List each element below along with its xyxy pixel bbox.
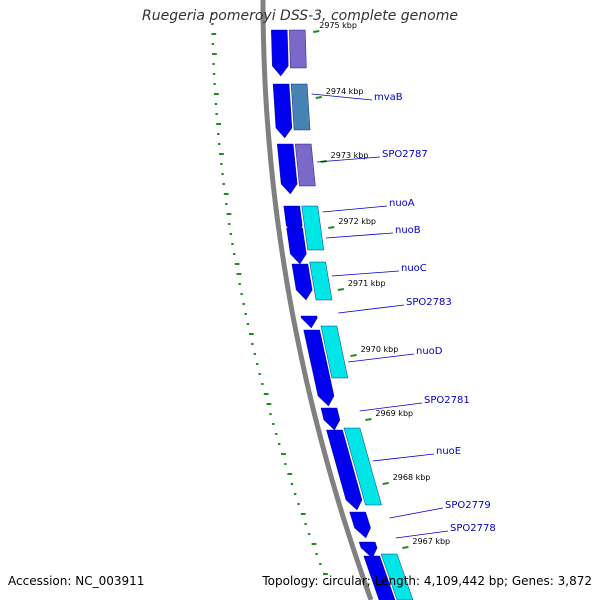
gene-leader-line xyxy=(325,232,394,239)
tick-label: 2967 kbp xyxy=(412,537,450,546)
tick-mark xyxy=(382,482,389,485)
genome-summary: Topology: circular; Length: 4,109,442 bp… xyxy=(262,574,592,588)
gene-label-track: mvaB SPO2787 nuoA nuoB nuoC SPO2783 nuoD SPO278… xyxy=(311,92,496,539)
gene-arrow xyxy=(326,429,363,511)
gene-leader-line xyxy=(372,453,435,462)
feature-block xyxy=(290,83,311,131)
gene-leader-line xyxy=(359,402,423,412)
feature-block xyxy=(309,261,333,301)
gene-label: nuoC xyxy=(401,263,427,274)
gene-label: nuoB xyxy=(395,225,421,236)
feature-block xyxy=(320,325,349,379)
gene-leader-line xyxy=(338,304,405,314)
tick-label: 2969 kbp xyxy=(375,409,413,418)
gene-label: SPO2787 xyxy=(382,149,428,160)
tick-label: 2975 kbp xyxy=(319,21,357,30)
gene-arrow xyxy=(349,511,371,539)
gene-arrow xyxy=(286,227,307,265)
tick-mark xyxy=(350,354,357,357)
feature-block xyxy=(343,427,382,506)
tick-mark xyxy=(402,546,409,549)
feature-block xyxy=(289,29,307,69)
gene-leader-line xyxy=(331,270,400,277)
tick-label: 2973 kbp xyxy=(331,151,369,160)
gene-label: SPO2781 xyxy=(424,395,470,406)
feature-block xyxy=(380,553,414,600)
tick-mark xyxy=(315,96,322,99)
gene-label: SPO2779 xyxy=(445,500,491,511)
tick-mark xyxy=(313,30,320,33)
gene-label: nuoE xyxy=(436,446,461,457)
gene-leader-line xyxy=(395,530,449,539)
gene-label: SPO2778 xyxy=(450,523,496,534)
gene-arrow xyxy=(300,315,318,329)
tick-mark xyxy=(328,226,335,229)
gene-arrow xyxy=(271,29,289,77)
gene-arrow xyxy=(363,555,396,600)
feature-track xyxy=(271,29,414,600)
gene-label: mvaB xyxy=(374,92,403,103)
feature-block xyxy=(295,143,316,187)
gene-label: nuoD xyxy=(416,346,443,357)
feature-block xyxy=(301,205,324,251)
gene-arrow xyxy=(272,83,293,139)
accession-text: Accession: NC_003911 xyxy=(8,574,145,588)
tick-label: 2974 kbp xyxy=(326,87,364,96)
tick-mark xyxy=(365,418,372,421)
gc-skew-track xyxy=(211,13,330,585)
gene-leader-line xyxy=(348,353,415,363)
tick-track: 2975 kbp 2974 kbp 2973 kbp 2972 kbp 2971 kbp… xyxy=(313,21,450,549)
gene-label: SPO2783 xyxy=(406,297,452,308)
genome-backbone xyxy=(260,0,374,600)
gene-arrow xyxy=(358,541,378,559)
tick-label: 2972 kbp xyxy=(338,217,376,226)
tick-mark xyxy=(337,288,345,291)
gene-arrow xyxy=(291,263,313,301)
gene-arrow xyxy=(277,143,298,195)
gene-leader-line xyxy=(322,205,388,213)
gene-leader-line xyxy=(389,507,444,519)
map-title: Ruegeria pomeroyi DSS-3, complete genome xyxy=(142,8,458,24)
gene-leader-line xyxy=(316,156,381,163)
tick-label: 2971 kbp xyxy=(348,279,386,288)
tick-label: 2970 kbp xyxy=(361,345,399,354)
gene-leader-line xyxy=(311,93,373,101)
gene-label: nuoA xyxy=(389,198,415,209)
tick-label: 2968 kbp xyxy=(393,473,431,482)
gene-arrow xyxy=(303,329,335,407)
gene-arrow xyxy=(320,407,341,431)
